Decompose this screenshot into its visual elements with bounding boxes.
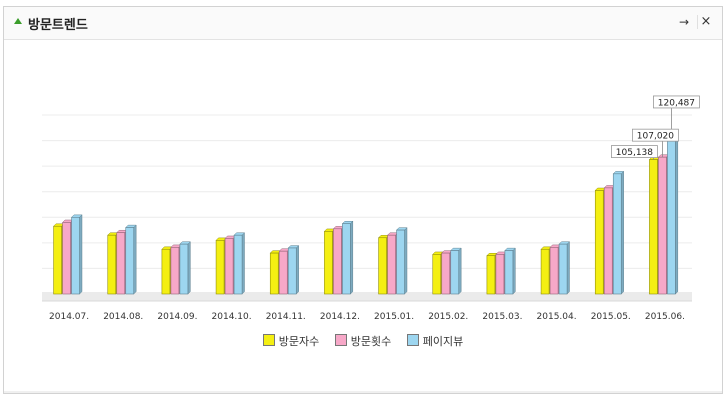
legend-swatch-visits xyxy=(334,334,347,346)
bar-visits xyxy=(387,234,396,295)
data-label-visits: 107,020 xyxy=(637,132,674,142)
legend-swatch-visitors xyxy=(262,334,275,346)
x-tick-label: 2014.07. xyxy=(49,312,89,322)
bar-side-pageviews xyxy=(404,227,408,295)
legend-label-visitors: 방문자수 xyxy=(278,335,320,348)
bar-pageviews xyxy=(667,139,676,295)
legend-label-pageviews: 페이지뷰 xyxy=(422,335,464,348)
widget-header: 방문트렌드 → × xyxy=(4,7,722,40)
bar-pageviews xyxy=(179,243,189,295)
bar-visitors xyxy=(53,225,62,295)
bar-pageviews xyxy=(504,250,514,295)
bar-side-pageviews xyxy=(187,241,191,295)
visit-trend-widget: 방문트렌드 → × 2014.07. 2014.08. 2014.09. 2014.1… xyxy=(3,6,723,394)
x-tick-label: 2014.12. xyxy=(320,312,360,322)
bar-visitors xyxy=(324,231,333,295)
bar-pageviews xyxy=(450,250,460,295)
bar-side-pageviews xyxy=(350,220,354,295)
x-tick-label: 2015.06. xyxy=(645,312,685,322)
bar-visitors xyxy=(649,159,658,295)
bar-side-pageviews xyxy=(458,247,462,295)
x-tick-label: 2015.03. xyxy=(482,312,522,322)
legend-item-visitors: 방문자수 xyxy=(262,333,320,349)
bar-side-pageviews xyxy=(133,224,137,295)
x-tick-label: 2015.01. xyxy=(374,312,414,322)
data-label-box xyxy=(653,95,700,109)
bar-visitors xyxy=(540,248,550,295)
bar-pageviews xyxy=(396,229,405,295)
bar-visitors xyxy=(269,252,279,295)
bar-visitors xyxy=(486,255,496,295)
bar-pageviews xyxy=(233,234,243,295)
x-tick-label: 2015.05. xyxy=(591,312,631,322)
bar-visitors xyxy=(378,237,387,295)
widget-title: 방문트렌드 xyxy=(28,18,88,33)
chart-floor xyxy=(42,292,692,301)
x-tick-label: 2014.09. xyxy=(157,312,197,322)
bar-side-pageviews xyxy=(296,244,299,295)
data-label-box xyxy=(611,145,658,158)
data-label-box xyxy=(632,128,679,142)
legend-item-pageviews: 페이지뷰 xyxy=(406,333,464,349)
bar-side-pageviews xyxy=(621,170,624,295)
bar-visits xyxy=(441,252,451,295)
x-tick-label: 2015.02. xyxy=(428,312,468,322)
bar-visitors xyxy=(432,254,442,295)
bar-side-pageviews xyxy=(79,214,83,295)
bar-side-pageviews xyxy=(675,136,679,295)
bar-pageviews xyxy=(71,216,80,295)
bar-chart: 2014.07. 2014.08. 2014.09. 2014.10. 2014.11.… xyxy=(42,95,700,322)
go-detail-icon[interactable]: → xyxy=(678,15,690,29)
data-label-pageviews: 120,487 xyxy=(658,98,695,108)
bar-pageviews xyxy=(612,173,622,295)
legend-swatch-pageviews xyxy=(406,334,419,346)
bar-visits xyxy=(116,232,126,295)
bar-visits xyxy=(658,156,667,295)
x-tick-label: 2014.10. xyxy=(212,312,252,322)
bar-pageviews xyxy=(125,227,135,295)
bar-visits xyxy=(333,228,342,295)
bar-visits xyxy=(224,238,234,295)
bar-visitors xyxy=(594,190,604,295)
bar-pageviews xyxy=(558,243,568,295)
data-label-visitors: 105,138 xyxy=(616,148,653,158)
header-divider xyxy=(697,15,698,29)
close-icon[interactable]: × xyxy=(700,14,712,29)
bar-pageviews xyxy=(342,223,351,295)
legend-item-visits: 방문횟수 xyxy=(334,333,392,349)
x-tick-label: 2014.08. xyxy=(103,312,143,322)
bar-visitors xyxy=(107,234,117,295)
x-tick-label: 2015.04. xyxy=(537,312,577,322)
bar-visits xyxy=(549,247,559,295)
bar-pageviews xyxy=(287,247,297,295)
bar-side-pageviews xyxy=(241,232,245,295)
bar-visits xyxy=(603,187,613,295)
x-tick-label: 2014.11. xyxy=(266,312,306,322)
bar-visits xyxy=(62,222,71,295)
collapse-arrow-icon[interactable] xyxy=(14,18,22,24)
bar-visitors xyxy=(215,240,225,295)
bar-visits xyxy=(278,250,288,295)
panel-bottom-border xyxy=(4,391,722,393)
bar-visits xyxy=(495,254,505,295)
legend-label-visits: 방문횟수 xyxy=(350,335,392,348)
bar-visitors xyxy=(161,248,171,295)
bar-side-pageviews xyxy=(566,241,570,295)
bar-side-pageviews xyxy=(512,247,516,295)
bar-visits xyxy=(170,247,180,295)
chart-legend: 방문자수 방문횟수 페이지뷰 xyxy=(4,333,722,349)
